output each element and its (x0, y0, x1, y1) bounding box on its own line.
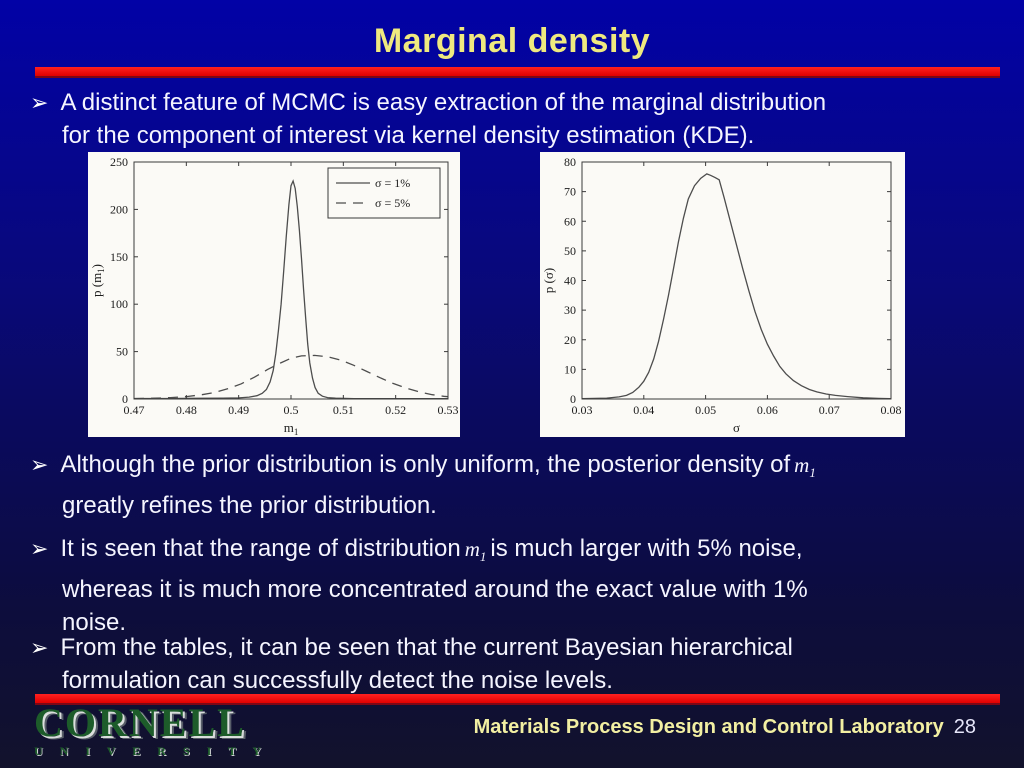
bullet-text: for the component of interest via kernel… (62, 122, 755, 149)
bullet-text: noise. (62, 609, 127, 637)
bullet-line: noise. (30, 606, 1005, 639)
svg-text:250: 250 (110, 155, 128, 169)
bullet-range-noise: ➢ It is seen that the range of distributi… (30, 532, 1005, 639)
svg-text:50: 50 (116, 345, 128, 359)
svg-text:σ = 5%: σ = 5% (375, 196, 410, 210)
bullet-line: formulation can successfully detect the … (30, 664, 1005, 697)
bullet-text: whereas it is much more concentrated aro… (62, 576, 808, 604)
svg-text:σ = 1%: σ = 1% (375, 176, 410, 190)
svg-text:0.49: 0.49 (228, 403, 249, 417)
bullet-text: From the tables, it can be seen that the… (60, 634, 793, 661)
page-title: Marginal density (373, 22, 651, 60)
footer-lab-label: Materials Process Design and Control Lab… (473, 716, 944, 738)
svg-text:20: 20 (564, 333, 576, 347)
svg-text:0.53: 0.53 (438, 403, 459, 417)
svg-text:70: 70 (564, 185, 576, 199)
math-m1: m1 (794, 453, 816, 481)
math-m1: m1 (464, 537, 487, 565)
cornell-logo: CORNELL U N I V E R S I T Y (34, 703, 268, 759)
cornell-logo-wordmark: CORNELL (34, 700, 246, 745)
bullet-text: formulation can successfully detect the … (62, 667, 613, 694)
bullet-text: Although the prior distribution is only … (60, 451, 791, 478)
svg-text:0.52: 0.52 (385, 403, 406, 417)
bullet-line: for the component of interest via kernel… (30, 119, 1005, 152)
svg-text:50: 50 (564, 244, 576, 258)
svg-text:p (m1): p (m1) (89, 264, 106, 297)
svg-text:40: 40 (564, 274, 576, 288)
bullet-line: greatly refines the prior distribution. (30, 489, 1005, 522)
bullet-bayesian-detect: ➢ From the tables, it can be seen that th… (30, 631, 1005, 697)
svg-text:30: 30 (564, 303, 576, 317)
bullet-prior-posterior: ➢ Although the prior distribution is only… (30, 448, 1005, 522)
svg-text:σ: σ (733, 420, 740, 435)
cornell-university-label: U N I V E R S I T Y (34, 744, 269, 758)
bullet-text: greatly refines the prior distribution. (62, 492, 437, 520)
svg-text:p (σ): p (σ) (541, 268, 556, 293)
footer-divider-bar (35, 694, 1000, 705)
bullet-mcmc-kde: ➢ A distinct feature of MCMC is easy extr… (30, 86, 1005, 152)
svg-text:100: 100 (110, 297, 128, 311)
bullet-arrow-icon: ➢ (30, 90, 49, 115)
svg-text:0.07: 0.07 (819, 403, 840, 417)
svg-text:0.5: 0.5 (284, 403, 299, 417)
svg-text:200: 200 (110, 202, 128, 216)
svg-text:80: 80 (564, 155, 576, 169)
bullet-text: A distinct feature of MCMC is easy extra… (60, 89, 827, 116)
bullet-line: ➢ From the tables, it can be seen that th… (30, 631, 1005, 664)
title-underline-bar (35, 67, 1000, 78)
svg-text:0.05: 0.05 (695, 403, 716, 417)
footer: Materials Process Design and Control Lab… (474, 716, 976, 739)
bullet-text: It is seen that the range of distributio… (60, 535, 461, 562)
noise-sigma-posterior-chart: 0.03 0.04 0.05 0.06 0.07 0.08 0 10 20 30 40 50 60 70 8… (540, 152, 905, 437)
bullet-text: is much larger with 5% noise, (490, 535, 803, 562)
svg-text:10: 10 (564, 362, 576, 376)
svg-text:60: 60 (564, 214, 576, 228)
svg-text:0.08: 0.08 (881, 403, 902, 417)
bullet-arrow-icon: ➢ (30, 536, 49, 561)
svg-text:0.06: 0.06 (757, 403, 778, 417)
bullet-line: ➢ Although the prior distribution is only… (30, 448, 1005, 489)
svg-text:m1: m1 (284, 420, 299, 437)
page-number: 28 (953, 716, 976, 738)
svg-text:0: 0 (122, 392, 128, 406)
svg-text:0.51: 0.51 (333, 403, 354, 417)
bullet-line: ➢ It is seen that the range of distributi… (30, 532, 1005, 573)
svg-text:0.03: 0.03 (572, 403, 593, 417)
bullet-line: ➢ A distinct feature of MCMC is easy extr… (30, 86, 1005, 119)
svg-text:0: 0 (570, 392, 576, 406)
marginal-density-kde-chart: 0.47 0.48 0.49 0.5 0.51 0.52 0.53 0 50 100 150 200 2… (88, 152, 460, 437)
bullet-arrow-icon: ➢ (30, 635, 49, 660)
svg-text:0.04: 0.04 (633, 403, 654, 417)
bullet-arrow-icon: ➢ (30, 452, 49, 477)
svg-text:150: 150 (110, 250, 128, 264)
svg-text:0.48: 0.48 (176, 403, 197, 417)
bullet-line: whereas it is much more concentrated aro… (30, 573, 1005, 606)
svg-text:0.47: 0.47 (124, 403, 145, 417)
